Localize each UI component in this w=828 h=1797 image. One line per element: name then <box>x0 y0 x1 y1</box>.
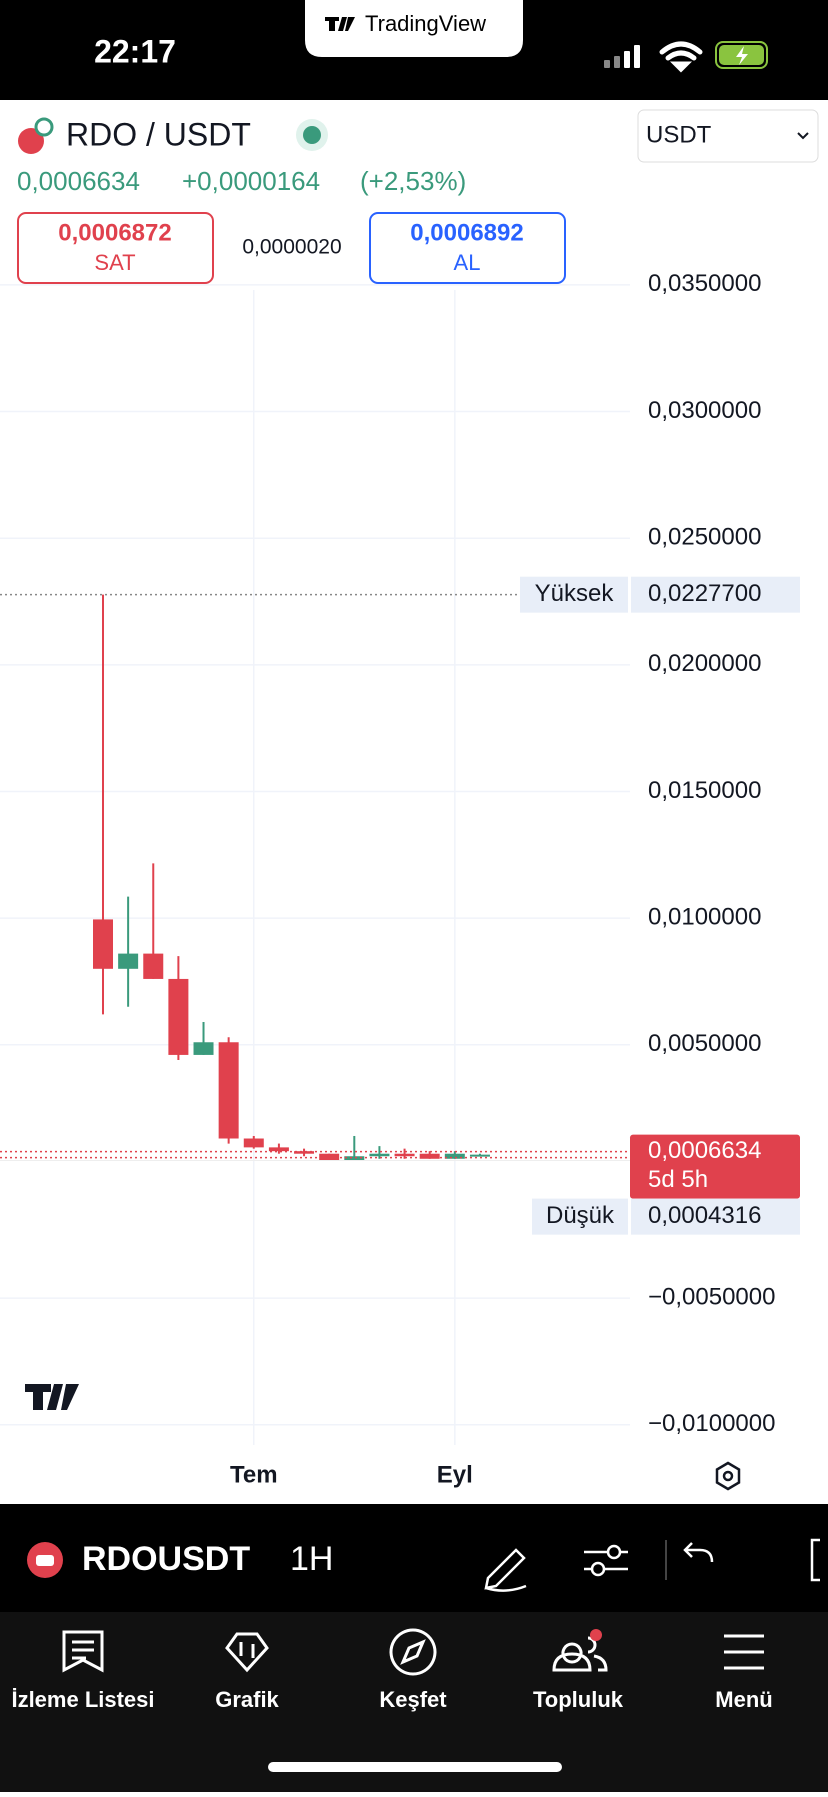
chart-settings[interactable] <box>715 1461 741 1491</box>
price-change-percent: (+2,53%) <box>360 166 466 196</box>
nav-label: Grafik <box>215 1687 279 1712</box>
market-status-dot <box>303 126 321 144</box>
candle-body <box>243 1138 264 1148</box>
nav-item[interactable]: İzleme Listesi <box>11 1630 155 1712</box>
nav-item[interactable]: Grafik <box>215 1632 280 1712</box>
price-chart: −0,0100000 −0,0050000 0,0050000 0,0100000 0,… <box>0 270 800 1488</box>
y-tick-label: 0,0300000 <box>648 397 761 424</box>
low-value: 0,0004316 <box>648 1202 761 1229</box>
price-change: +0,0000164 <box>182 166 320 196</box>
nav-label: Keşfet <box>379 1687 447 1712</box>
low-value-box <box>631 1198 800 1235</box>
symbol-logo-badge <box>34 117 54 137</box>
candle-body <box>168 978 189 1055</box>
y-tick-label: −0,0050000 <box>648 1283 775 1310</box>
currency-dropdown[interactable] <box>637 109 819 163</box>
last-price: 0,0006634 <box>17 166 140 196</box>
candle-body <box>319 1153 340 1161</box>
nav-icon <box>225 1632 269 1673</box>
nav-items: İzleme Listesi Grafik Keşfet Topluluk Menü <box>11 1628 773 1712</box>
y-tick-label: 0,0100000 <box>648 903 761 930</box>
currency-label: USDT <box>646 121 712 148</box>
toolbar-logo-face <box>36 1555 54 1566</box>
nav-icon <box>552 1636 608 1672</box>
x-tick-label: Tem <box>230 1461 278 1488</box>
app-pill <box>305 0 523 57</box>
chart-settings-core <box>722 1470 734 1482</box>
undo-button[interactable] <box>683 1542 714 1563</box>
wifi-icon <box>659 41 703 73</box>
buy-label: AL <box>454 250 481 275</box>
app-name: TradingView <box>365 11 486 36</box>
nav-item[interactable]: Menü <box>715 1634 773 1712</box>
spread: 0,0000020 <box>242 236 341 259</box>
nav-icon <box>724 1634 764 1670</box>
dropdown-chevron <box>797 132 809 140</box>
fullscreen-button[interactable] <box>810 1538 820 1582</box>
sell-label: SAT <box>94 250 135 275</box>
tv-watermark <box>25 1384 79 1410</box>
charging-bolt <box>736 46 748 65</box>
candle-body <box>419 1153 440 1159</box>
symbol-title: RDO / USDT <box>66 116 251 152</box>
last-price-value: 0,0006634 <box>648 1137 761 1164</box>
candle-body <box>394 1153 415 1157</box>
candle-body <box>369 1153 390 1157</box>
indicators-button[interactable] <box>584 1544 628 1577</box>
buy-price: 0,0006892 <box>410 219 523 246</box>
nav-label: Topluluk <box>533 1687 624 1712</box>
candle-body <box>444 1153 465 1159</box>
notification-dot <box>590 1629 602 1641</box>
sell-price: 0,0006872 <box>58 219 171 246</box>
y-tick-label: 0,0200000 <box>648 650 761 677</box>
candle-body <box>294 1151 315 1154</box>
drawing-tool[interactable] <box>484 1548 527 1592</box>
candle-body <box>143 953 164 979</box>
candle-body <box>218 1042 239 1139</box>
nav-item[interactable]: Keşfet <box>379 1628 447 1712</box>
y-tick-label: 0,0250000 <box>648 524 761 551</box>
nav-icon <box>389 1628 437 1676</box>
toolbar-symbol[interactable]: RDOUSDT <box>82 1540 250 1578</box>
high-label: Yüksek <box>535 580 615 607</box>
sell-button[interactable] <box>17 212 214 284</box>
nav-label: İzleme Listesi <box>11 1687 154 1712</box>
nav-icon <box>62 1630 104 1673</box>
battery-icon <box>715 41 768 69</box>
signal-icon <box>604 45 640 68</box>
candle-body <box>118 953 139 969</box>
high-label-box <box>520 576 628 613</box>
y-tick-label: −0,0100000 <box>648 1410 775 1437</box>
low-label-box <box>532 1198 628 1235</box>
high-value: 0,0227700 <box>648 580 761 607</box>
candle-body <box>193 1042 214 1055</box>
last-price-box <box>630 1134 800 1199</box>
toolbar-interval[interactable]: 1H <box>290 1540 333 1578</box>
home-indicator <box>268 1762 562 1772</box>
candle-body <box>469 1154 490 1157</box>
nav-item[interactable]: Topluluk <box>533 1629 624 1712</box>
y-tick-label: 0,0050000 <box>648 1030 761 1057</box>
toolbar <box>0 1504 828 1612</box>
candle-body <box>344 1156 365 1161</box>
last-price-countdown: 5d 5h <box>648 1166 708 1193</box>
low-label: Düşük <box>546 1202 615 1229</box>
tv-mini-logo <box>325 17 355 31</box>
high-value-box <box>631 576 800 613</box>
nav-label: Menü <box>715 1687 772 1712</box>
y-tick-label: 0,0150000 <box>648 777 761 804</box>
x-tick-label: Eyl <box>437 1461 473 1488</box>
candle-body <box>268 1147 289 1152</box>
status-time: 22:17 <box>94 33 176 69</box>
buy-button[interactable] <box>369 212 566 284</box>
y-tick-label: 0,0350000 <box>648 270 761 297</box>
candle-body <box>93 919 113 969</box>
symbol-logo <box>18 128 44 154</box>
